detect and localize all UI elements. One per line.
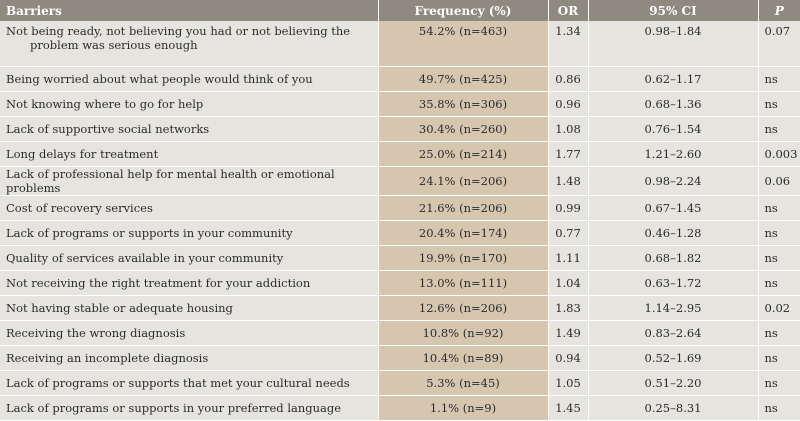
frequency-cell: 49.7% (n=425) — [378, 66, 549, 92]
frequency-cell: 25.0% (n=214) — [378, 141, 549, 167]
barrier-text-line1: Not being ready, not believing you had o… — [6, 24, 351, 38]
p-cell: ns — [758, 270, 800, 296]
barrier-cell: Being worried about what people would th… — [0, 66, 379, 92]
barrier-cell: Lack of programs or supports in your pre… — [0, 395, 379, 421]
or-cell: 1.08 — [548, 116, 589, 142]
barrier-cell: Not knowing where to go for help — [0, 91, 379, 117]
ci-cell: 0.52–1.69 — [588, 345, 759, 371]
p-cell: 0.06 — [758, 166, 800, 196]
or-cell: 1.11 — [548, 245, 589, 271]
or-cell: 1.34 — [548, 21, 589, 67]
frequency-cell: 12.6% (n=206) — [378, 295, 549, 321]
barrier-cell: Quality of services available in your co… — [0, 245, 379, 271]
header-p: P — [758, 0, 800, 21]
barrier-cell: Cost of recovery services — [0, 195, 379, 221]
header-ci: 95% CI — [588, 0, 759, 21]
or-cell: 1.83 — [548, 295, 589, 321]
ci-cell: 0.67–1.45 — [588, 195, 759, 221]
ci-cell: 0.63–1.72 — [588, 270, 759, 296]
frequency-cell: 19.9% (n=170) — [378, 245, 549, 271]
or-cell: 1.49 — [548, 320, 589, 346]
p-cell: ns — [758, 245, 800, 271]
table-row: Cost of recovery services 21.6% (n=206) … — [0, 195, 800, 221]
frequency-cell: 5.3% (n=45) — [378, 370, 549, 396]
p-cell: ns — [758, 370, 800, 396]
frequency-cell: 10.8% (n=92) — [378, 320, 549, 346]
table-header-row: Barriers Frequency (%) OR 95% CI P — [0, 0, 800, 21]
or-cell: 1.45 — [548, 395, 589, 421]
barrier-cell: Lack of programs or supports in your com… — [0, 220, 379, 246]
frequency-cell: 54.2% (n=463) — [378, 21, 549, 67]
table-row: Lack of supportive social networks 30.4%… — [0, 116, 800, 142]
p-cell: ns — [758, 66, 800, 92]
p-cell: ns — [758, 395, 800, 421]
p-cell: ns — [758, 195, 800, 221]
frequency-cell: 13.0% (n=111) — [378, 270, 549, 296]
frequency-cell: 1.1% (n=9) — [378, 395, 549, 421]
table-row: Not knowing where to go for help 35.8% (… — [0, 91, 800, 117]
p-cell: ns — [758, 320, 800, 346]
table-row: Not having stable or adequate housing 12… — [0, 295, 800, 321]
barrier-cell: Long delays for treatment — [0, 141, 379, 167]
barrier-cell: Not being ready, not believing you had o… — [0, 21, 379, 67]
or-cell: 0.77 — [548, 220, 589, 246]
barrier-cell: Receiving the wrong diagnosis — [0, 320, 379, 346]
frequency-cell: 30.4% (n=260) — [378, 116, 549, 142]
ci-cell: 1.14–2.95 — [588, 295, 759, 321]
frequency-cell: 10.4% (n=89) — [378, 345, 549, 371]
p-cell: 0.02 — [758, 295, 800, 321]
table-row: Lack of programs or supports in your com… — [0, 220, 800, 246]
table-row: Quality of services available in your co… — [0, 245, 800, 271]
or-cell: 0.94 — [548, 345, 589, 371]
table-row: Lack of programs or supports that met yo… — [0, 370, 800, 396]
p-cell: ns — [758, 116, 800, 142]
header-barriers: Barriers — [0, 0, 379, 21]
ci-cell: 0.98–2.24 — [588, 166, 759, 196]
barrier-cell: Receiving an incomplete diagnosis — [0, 345, 379, 371]
p-cell: ns — [758, 220, 800, 246]
table-row: Receiving the wrong diagnosis 10.8% (n=9… — [0, 320, 800, 346]
or-cell: 1.48 — [548, 166, 589, 196]
p-cell: ns — [758, 345, 800, 371]
or-cell: 1.04 — [548, 270, 589, 296]
or-cell: 1.77 — [548, 141, 589, 167]
barrier-cell: Not receiving the right treatment for yo… — [0, 270, 379, 296]
ci-cell: 0.83–2.64 — [588, 320, 759, 346]
frequency-cell: 21.6% (n=206) — [378, 195, 549, 221]
or-cell: 1.05 — [548, 370, 589, 396]
ci-cell: 0.98–1.84 — [588, 21, 759, 67]
ci-cell: 0.46–1.28 — [588, 220, 759, 246]
barrier-text-line2: problem was serious enough — [30, 38, 198, 52]
ci-cell: 0.68–1.36 — [588, 91, 759, 117]
p-cell: ns — [758, 91, 800, 117]
barrier-cell: Not having stable or adequate housing — [0, 295, 379, 321]
ci-cell: 1.21–2.60 — [588, 141, 759, 167]
table-row: Not being ready, not believing you had o… — [0, 21, 800, 67]
table-row: Being worried about what people would th… — [0, 66, 800, 92]
table-row: Receiving an incomplete diagnosis 10.4% … — [0, 345, 800, 371]
ci-cell: 0.62–1.17 — [588, 66, 759, 92]
header-or: OR — [548, 0, 589, 21]
table-row: Lack of programs or supports in your pre… — [0, 395, 800, 421]
table-row: Long delays for treatment 25.0% (n=214) … — [0, 141, 800, 167]
table-row: Lack of professional help for mental hea… — [0, 166, 800, 196]
barrier-cell: Lack of programs or supports that met yo… — [0, 370, 379, 396]
or-cell: 0.99 — [548, 195, 589, 221]
ci-cell: 0.68–1.82 — [588, 245, 759, 271]
or-cell: 0.86 — [548, 66, 589, 92]
frequency-cell: 20.4% (n=174) — [378, 220, 549, 246]
p-cell: 0.003 — [758, 141, 800, 167]
ci-cell: 0.51–2.20 — [588, 370, 759, 396]
table-row: Not receiving the right treatment for yo… — [0, 270, 800, 296]
ci-cell: 0.76–1.54 — [588, 116, 759, 142]
barrier-cell: Lack of professional help for mental hea… — [0, 166, 379, 196]
frequency-cell: 35.8% (n=306) — [378, 91, 549, 117]
barrier-cell: Lack of supportive social networks — [0, 116, 379, 142]
or-cell: 0.96 — [548, 91, 589, 117]
header-frequency: Frequency (%) — [378, 0, 549, 21]
frequency-cell: 24.1% (n=206) — [378, 166, 549, 196]
ci-cell: 0.25–8.31 — [588, 395, 759, 421]
p-cell: 0.07 — [758, 21, 800, 67]
